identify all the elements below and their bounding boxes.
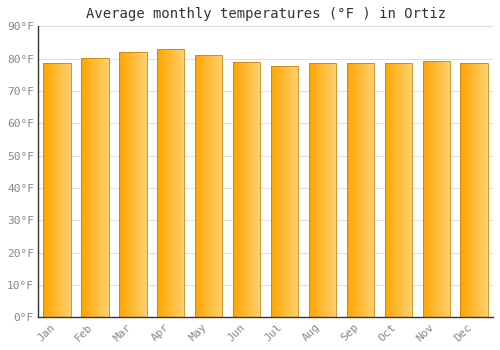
Bar bbox=[44, 63, 70, 317]
Bar bbox=[346, 63, 374, 317]
Bar bbox=[82, 58, 108, 317]
Bar bbox=[460, 63, 487, 317]
Bar bbox=[309, 63, 336, 317]
Bar bbox=[384, 63, 412, 317]
Bar bbox=[157, 49, 184, 317]
Bar bbox=[195, 55, 222, 317]
Title: Average monthly temperatures (°F ) in Ortiz: Average monthly temperatures (°F ) in Or… bbox=[86, 7, 446, 21]
Bar bbox=[119, 52, 146, 317]
Bar bbox=[233, 62, 260, 317]
Bar bbox=[271, 66, 298, 317]
Bar bbox=[422, 61, 450, 317]
